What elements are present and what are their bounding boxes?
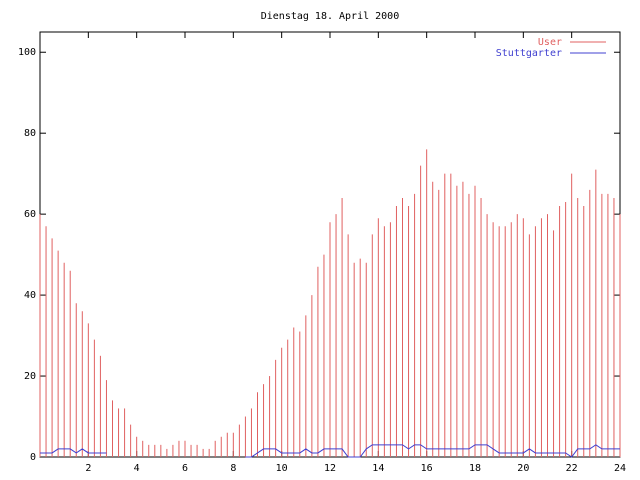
x-tick-label: 6 — [182, 463, 188, 474]
x-tick-label: 24 — [614, 463, 626, 474]
legend-label: Stuttgarter — [496, 48, 562, 59]
x-tick-label: 16 — [421, 463, 433, 474]
x-tick-label: 8 — [230, 463, 236, 474]
x-tick-label: 14 — [372, 463, 384, 474]
x-tick-label: 12 — [324, 463, 336, 474]
x-tick-label: 4 — [134, 463, 140, 474]
x-tick-label: 22 — [566, 463, 578, 474]
y-tick-label: 80 — [24, 128, 36, 139]
x-tick-label: 2 — [85, 463, 91, 474]
chart-title: Dienstag 18. April 2000 — [261, 11, 399, 22]
y-tick-label: 20 — [24, 371, 36, 382]
y-tick-label: 0 — [30, 452, 36, 463]
y-tick-label: 40 — [24, 290, 36, 301]
x-tick-label: 20 — [517, 463, 529, 474]
y-tick-label: 60 — [24, 209, 36, 220]
x-tick-label: 18 — [469, 463, 481, 474]
y-tick-label: 100 — [18, 47, 36, 58]
series-line — [40, 444, 620, 458]
x-tick-label: 10 — [276, 463, 288, 474]
legend-label: User — [538, 37, 562, 48]
